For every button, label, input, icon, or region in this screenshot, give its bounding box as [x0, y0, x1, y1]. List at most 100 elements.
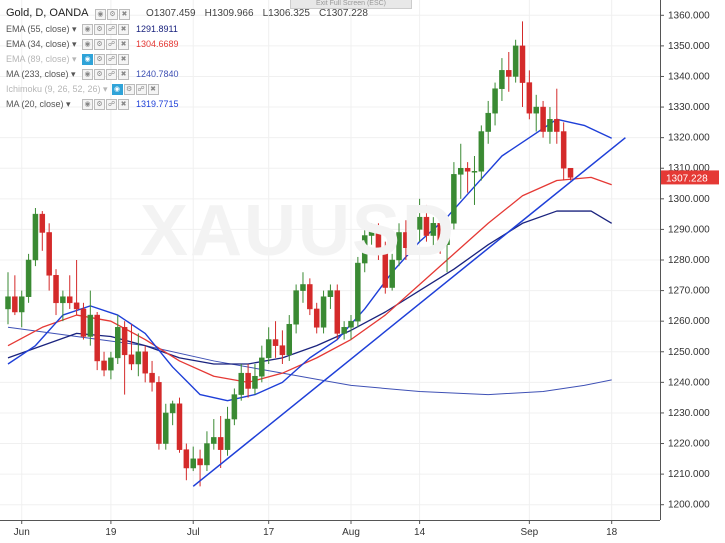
candle-body	[5, 296, 11, 310]
candle-body	[80, 308, 87, 337]
price-tag-bg	[661, 170, 719, 185]
candle-body	[423, 216, 430, 236]
candle-body	[197, 458, 203, 466]
candle-body	[519, 45, 526, 83]
candle-body	[499, 70, 505, 89]
exit-fullscreen-button[interactable]: Exit Full Screen (ESC)	[290, 0, 412, 9]
x-tick-label: 14	[414, 527, 426, 538]
candle-body	[18, 296, 25, 313]
candle-body	[444, 223, 450, 245]
candle-body	[416, 216, 423, 230]
candle-body	[101, 360, 107, 371]
candle-body	[190, 458, 196, 469]
candle-body	[149, 372, 155, 383]
candle-body	[259, 357, 265, 377]
indicator-controls[interactable]: ◉ ⚙ ☍ ✖	[111, 84, 160, 95]
time-axis[interactable]: Jun 19 Jul 17 Aug 14 Sep 18	[14, 520, 618, 538]
candle-body	[348, 320, 354, 328]
y-tick-label: 1310.000	[668, 163, 710, 174]
candle-body	[547, 119, 553, 132]
ma20-line	[7, 118, 612, 402]
indicator-controls[interactable]: ◉ ⚙ ☍ ✖	[82, 54, 130, 65]
indicator-row[interactable]: MA (233, close) ▾ ◉ ⚙ ☍ ✖ 1240.7840	[6, 67, 368, 82]
trendline[interactable]	[192, 137, 626, 487]
candle-body	[128, 354, 135, 365]
indicator-controls[interactable]: ◉ ⚙ ☍ ✖	[82, 24, 130, 35]
candle-body	[334, 290, 341, 334]
candle-body	[115, 327, 121, 359]
candle-body	[409, 229, 416, 249]
y-tick-label: 1280.000	[668, 255, 710, 266]
candle-body	[567, 167, 574, 178]
candle-body	[156, 382, 162, 444]
candle-body	[121, 327, 128, 356]
candle-body	[142, 351, 148, 374]
trendline-path	[192, 137, 626, 487]
symbol-controls[interactable]: ◉ ⚙ ✖	[94, 9, 131, 20]
x-tick-label: Jul	[187, 527, 200, 538]
y-tick-label: 1230.000	[668, 408, 710, 419]
candle-body	[135, 351, 142, 365]
indicator-row[interactable]: EMA (34, close) ▾ ◉ ⚙ ☍ ✖ 1304.6689	[6, 37, 368, 52]
candle-body	[341, 327, 347, 334]
y-tick-label: 1240.000	[668, 377, 710, 388]
candle-body	[554, 119, 560, 132]
y-tick-label: 1260.000	[668, 316, 710, 327]
candle-body	[245, 372, 251, 389]
candle-body	[506, 70, 512, 77]
candle-body	[327, 290, 334, 297]
ema55-line	[7, 210, 613, 365]
indicator-value: 1304.6689	[136, 39, 179, 49]
y-tick-label: 1270.000	[668, 286, 710, 297]
y-tick-label: 1350.000	[668, 41, 710, 52]
indicator-controls[interactable]: ◉ ⚙ ☍ ✖	[82, 39, 130, 50]
legend: Gold, D, OANDA ◉ ⚙ ✖ O1307.459 H1309.966 L…	[6, 4, 368, 112]
indicator-controls[interactable]: ◉ ⚙ ☍ ✖	[82, 69, 130, 80]
y-tick-label: 1340.000	[668, 71, 710, 82]
candles	[5, 21, 574, 487]
candle-body	[300, 284, 306, 291]
ema34-path	[7, 176, 612, 384]
symbol-title: Gold, D, OANDA	[6, 7, 88, 19]
ema34-line	[7, 176, 612, 384]
y-tick-label: 1320.000	[668, 133, 710, 144]
candle-body	[307, 284, 313, 310]
indicator-row[interactable]: MA (20, close) ▾ ◉ ⚙ ☍ ✖ 1319.7715	[6, 97, 368, 112]
candle-body	[458, 167, 464, 175]
candle-body	[286, 323, 293, 356]
candle-body	[403, 232, 409, 249]
symbol-header: Gold, D, OANDA ◉ ⚙ ✖ O1307.459 H1309.966 L…	[6, 4, 368, 22]
ohlc-open: O1307.459	[146, 8, 196, 19]
candle-body	[12, 296, 18, 313]
indicator-label: MA (20, close) ▾	[6, 99, 71, 109]
candle-body	[279, 345, 286, 356]
indicator-value: 1319.7715	[136, 99, 179, 109]
indicator-row[interactable]: Ichimoku (9, 26, 52, 26) ▾ ◉ ⚙ ☍ ✖	[6, 82, 368, 97]
indicator-row[interactable]: EMA (55, close) ▾ ◉ ⚙ ☍ ✖ 1291.8911	[6, 22, 368, 37]
candle-body	[231, 394, 238, 420]
y-tick-label: 1290.000	[668, 224, 710, 235]
indicator-label: Ichimoku (9, 26, 52, 26) ▾	[6, 84, 108, 94]
y-tick-label: 1360.000	[668, 10, 710, 21]
x-tick-label: 18	[606, 527, 618, 538]
candle-body	[560, 131, 567, 169]
candle-body	[265, 339, 272, 359]
indicator-row[interactable]: EMA (89, close) ▾ ◉ ⚙ ☍ ✖	[6, 52, 368, 67]
candle-body	[238, 372, 244, 395]
candle-body	[430, 223, 437, 236]
y-tick-label: 1200.000	[668, 500, 710, 511]
candle-body	[355, 262, 361, 322]
candle-body	[183, 449, 190, 469]
candle-body	[382, 247, 389, 288]
price-axis[interactable]: 1200.000 1210.000 1220.000 1230.000 1240.000…	[660, 10, 710, 511]
candle-body	[204, 443, 210, 466]
candle-body	[73, 302, 80, 310]
price-tag: 1307.228	[661, 170, 719, 185]
indicator-controls[interactable]: ◉ ⚙ ☍ ✖	[82, 99, 130, 110]
x-tick-label: 17	[263, 527, 275, 538]
candle-body	[176, 403, 183, 450]
candle-body	[39, 213, 46, 233]
candle-body	[252, 375, 258, 389]
y-tick-label: 1220.000	[668, 439, 710, 450]
